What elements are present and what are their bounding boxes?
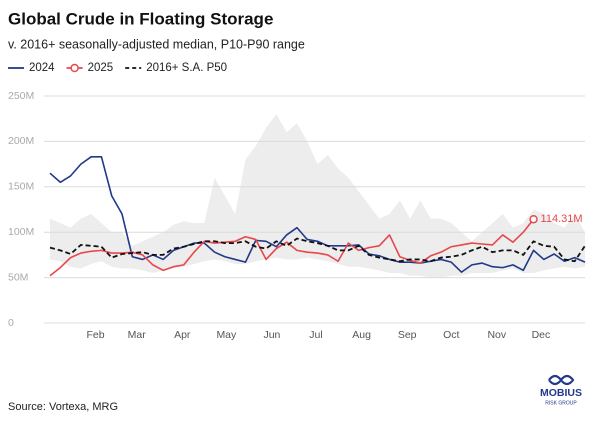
y-tick-label: 0 [8,317,14,329]
legend-item: 2025 [66,62,114,74]
x-tick-label: Jun [263,329,280,341]
range-band [50,114,585,278]
legend-marker [70,63,79,73]
logo-name: MOBIUS [540,387,582,399]
logo-tagline: RISK GROUP [545,400,577,406]
series-line [49,237,586,263]
x-tick-label: Feb [87,329,105,341]
x-tick-label: Oct [443,329,459,341]
legend-label: 2025 [88,62,114,74]
legend-item: 2016+ S.A. P50 [125,62,227,74]
y-tick-label: 150M [8,181,34,193]
y-tick-label: 100M [8,226,34,238]
x-tick-label: Mar [128,329,147,341]
x-tick-label: Aug [352,329,371,341]
logo-mark [548,374,575,386]
x-tick-label: Dec [532,329,551,341]
series-line [49,156,586,273]
chart-subtitle: v. 2016+ seasonally-adjusted median, P10… [8,37,305,51]
x-tick-label: Apr [174,329,191,341]
source: Source: Vortexa, MRG [8,401,118,413]
x-tick-label: Nov [487,329,506,341]
logo: MOBIUS RISK GROUP [540,374,582,406]
series-line [49,218,535,277]
y-tick-label: 250M [8,90,34,102]
y-tick-label: 200M [8,135,34,147]
legend-item: 2024 [8,62,55,74]
end-marker [529,214,538,224]
chart-title: Global Crude in Floating Storage [8,9,273,28]
legend-label: 2016+ S.A. P50 [146,62,227,74]
value-label: 114.31M [541,213,583,225]
x-tick-label: May [216,329,237,341]
x-tick-label: Sep [398,329,417,341]
legend-label: 2024 [29,62,55,74]
x-tick-label: Jul [309,329,322,341]
y-tick-label: 50M [8,271,28,283]
